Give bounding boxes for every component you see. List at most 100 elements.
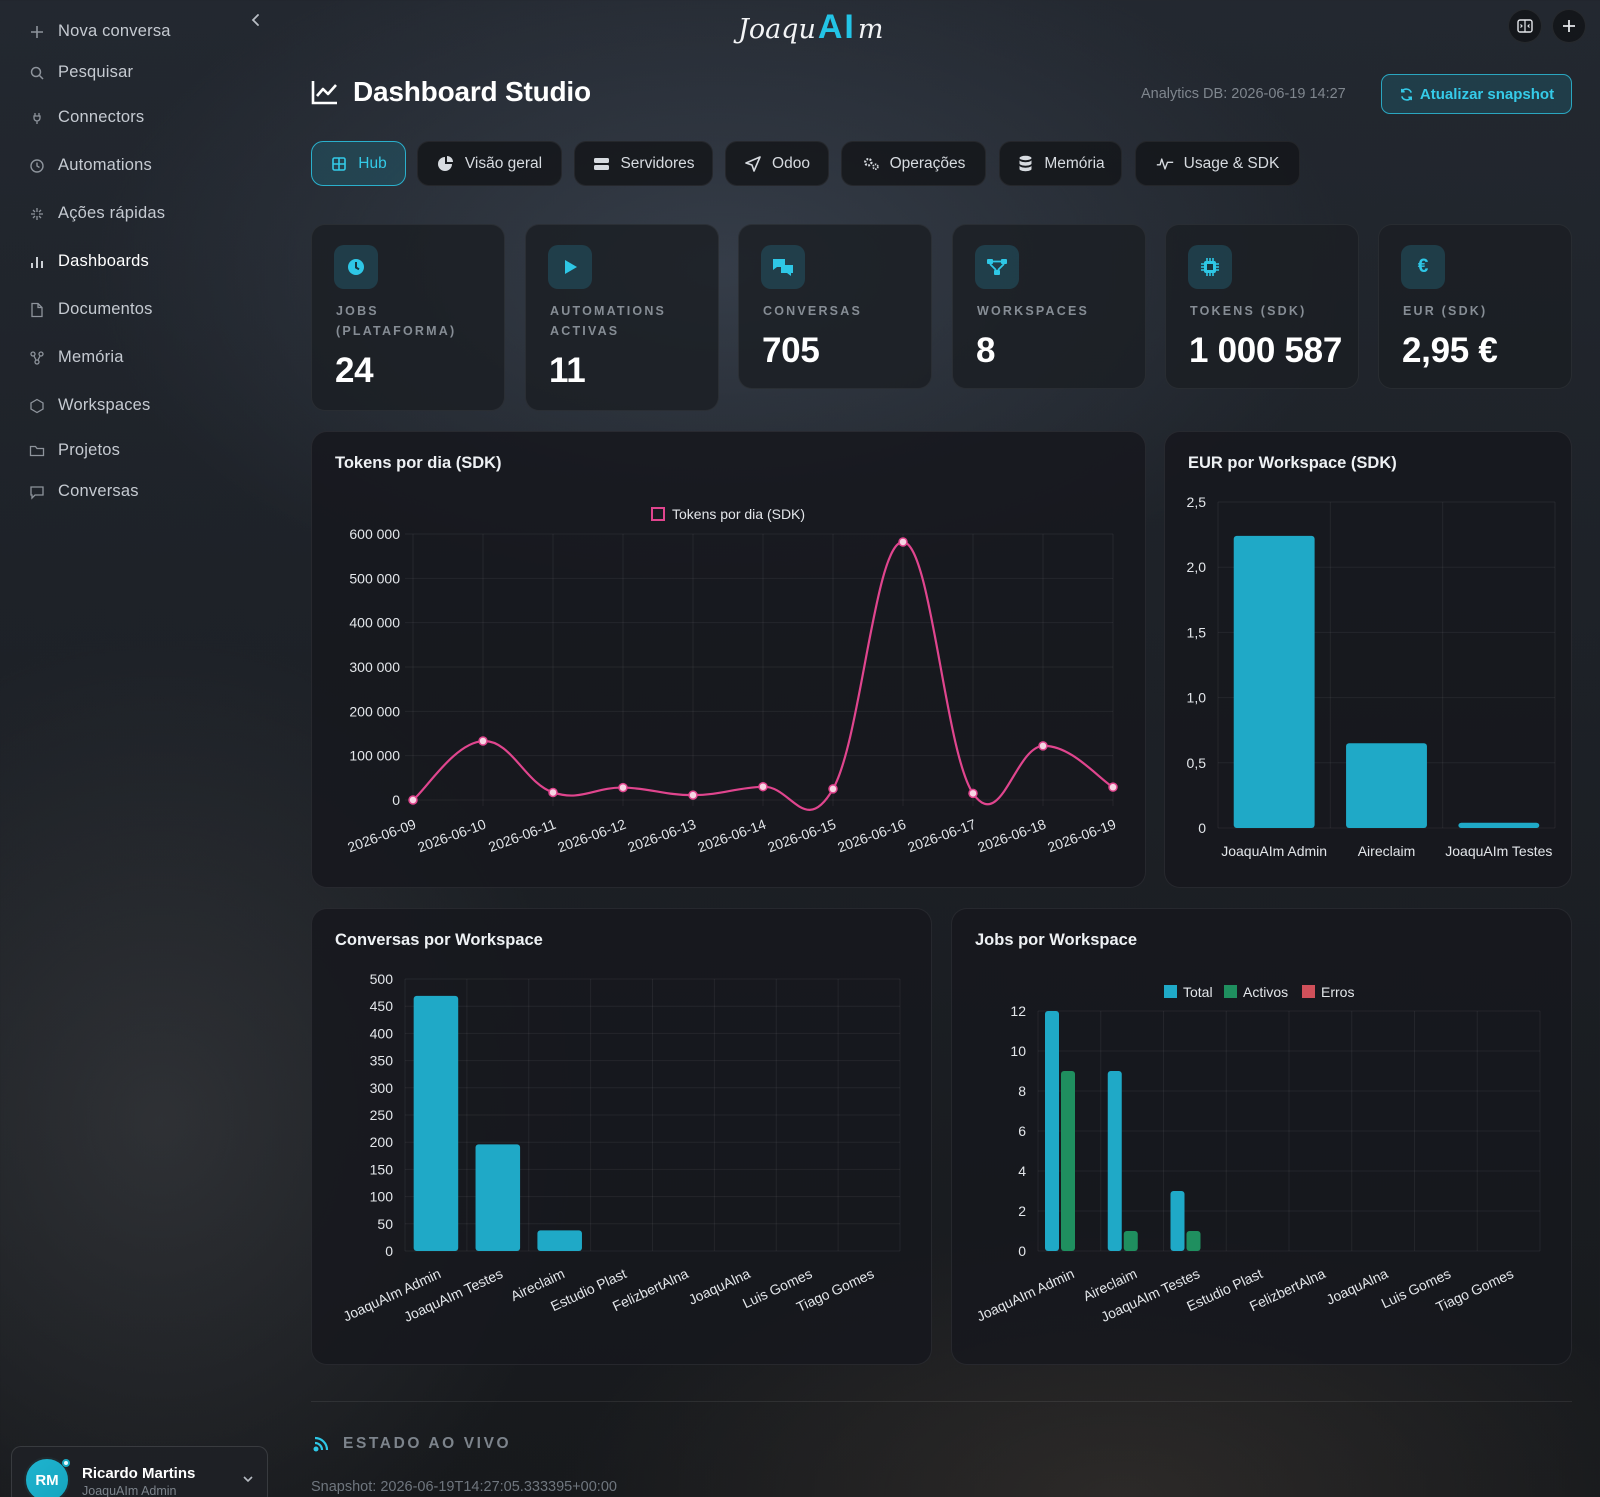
sidebar-item-automations[interactable]: Automations xyxy=(28,156,152,175)
sidebar-item-conversas[interactable]: Conversas xyxy=(28,482,139,501)
tab-operacoes[interactable]: Operações xyxy=(841,141,986,186)
sidebar-item-nova-conversa[interactable]: Nova conversa xyxy=(28,22,171,41)
sidebar-item-label: Pesquisar xyxy=(58,63,134,81)
legend-swatch xyxy=(651,507,665,521)
sidebar-item-connectors[interactable]: Connectors xyxy=(28,108,144,127)
sidebar-item-label: Workspaces xyxy=(58,396,151,414)
user-card[interactable]: RM Ricardo Martins JoaquAIm Admin xyxy=(11,1446,268,1497)
hexagon-icon xyxy=(28,397,46,415)
y-tick-label: 0 xyxy=(385,1243,393,1259)
tab-odoo[interactable]: Odoo xyxy=(725,141,829,186)
tab-memoria[interactable]: Memória xyxy=(999,141,1122,186)
x-tick-label: 2026-06-09 xyxy=(345,816,418,856)
chart-panel-conversas: Conversas por Workspace 0 50 100 150 200 250 3… xyxy=(311,908,932,1365)
line-chart-icon xyxy=(311,81,337,105)
plus-icon xyxy=(28,23,46,41)
x-tick-label: Aireclaim xyxy=(1358,843,1416,859)
user-name: Ricardo Martins xyxy=(82,1465,196,1482)
server-icon xyxy=(592,155,610,173)
refresh-icon xyxy=(1400,87,1412,101)
x-tick-label: JoaquAIm Admin xyxy=(974,1265,1077,1324)
y-tick-label: 500 xyxy=(370,971,394,987)
brand-part-1: Joaqu xyxy=(738,14,816,45)
y-tick-label: 250 xyxy=(370,1107,394,1123)
tab-usage-sdk[interactable]: Usage & SDK xyxy=(1135,141,1300,186)
tab-label: Memória xyxy=(1044,154,1105,172)
sidebar: Nova conversa Pesquisar Connectors Autom… xyxy=(0,0,272,1497)
sidebar-item-documentos[interactable]: Documentos xyxy=(28,300,153,319)
avatar: RM xyxy=(24,1457,70,1497)
chip-icon xyxy=(1188,245,1232,289)
kpi-value: 2,95 € xyxy=(1402,331,1498,370)
sidebar-item-label: Memória xyxy=(58,348,124,366)
sidebar-item-workspaces[interactable]: Workspaces xyxy=(28,396,150,415)
y-tick-label: 1,0 xyxy=(1187,690,1207,706)
bar xyxy=(537,1230,582,1251)
kpi-label: AUTOMATIONS ACTIVAS xyxy=(550,304,667,338)
layout-toggle-button[interactable] xyxy=(1508,9,1542,43)
brand-logo: Joaqu AI m xyxy=(738,8,883,52)
x-tick-label: 2026-06-19 xyxy=(1045,816,1118,856)
tab-visao-geral[interactable]: Visão geral xyxy=(417,141,562,186)
folder-icon xyxy=(28,442,46,460)
chart-panel-jobs: Jobs por Workspace 0 2 4 6 8 10 12 Total Activos… xyxy=(951,908,1572,1365)
legend-label: Total xyxy=(1183,984,1213,1000)
grid-icon xyxy=(330,155,348,173)
data-point xyxy=(478,736,488,746)
y-tick-label: 450 xyxy=(370,998,394,1014)
tab-label: Operações xyxy=(889,154,966,172)
kpi-label: JOBS (PLATAFORMA) xyxy=(336,304,457,338)
chart-title: Jobs por Workspace xyxy=(975,931,1137,949)
tab-servidores[interactable]: Servidores xyxy=(574,141,713,186)
x-tick-label: 2026-06-13 xyxy=(625,816,698,856)
collapse-sidebar-icon[interactable] xyxy=(246,10,266,30)
tab-label: Usage & SDK xyxy=(1183,154,1280,172)
kpi-card-workspaces: WORKSPACES 8 xyxy=(952,224,1146,389)
data-point xyxy=(968,788,978,799)
sidebar-item-label: Automations xyxy=(58,156,152,174)
sidebar-item-label: Dashboards xyxy=(58,252,149,270)
y-tick-label: 500 000 xyxy=(349,570,400,586)
page-title: Dashboard Studio xyxy=(311,76,591,108)
y-tick-label: 8 xyxy=(1018,1083,1026,1099)
legend-swatch xyxy=(1164,985,1177,998)
bar xyxy=(413,995,459,1251)
bar-chart-icon xyxy=(28,253,46,271)
network-icon xyxy=(975,245,1019,289)
kpi-card-tokens: TOKENS (SDK) 1 000 587 xyxy=(1165,224,1359,389)
y-tick-label: 2 xyxy=(1018,1203,1026,1219)
y-tick-label: 100 000 xyxy=(349,748,400,764)
send-icon xyxy=(744,155,762,173)
plug-icon xyxy=(28,109,46,127)
y-tick-label: 0 xyxy=(1018,1243,1026,1259)
chart-title: Tokens por dia (SDK) xyxy=(335,454,502,472)
live-snapshot: Snapshot: 2026-06-19T14:27:05.333395+00:… xyxy=(311,1479,617,1495)
bar xyxy=(1107,1071,1122,1251)
clock-icon xyxy=(28,157,46,175)
sidebar-item-projetos[interactable]: Projetos xyxy=(28,441,120,460)
chevron-down-icon xyxy=(243,1476,253,1483)
y-tick-label: 400 000 xyxy=(349,615,400,631)
data-point xyxy=(688,790,698,800)
y-tick-label: 400 xyxy=(370,1025,394,1041)
bar xyxy=(1061,1071,1075,1251)
sidebar-item-dashboards[interactable]: Dashboards xyxy=(28,252,149,271)
bar xyxy=(1186,1231,1201,1251)
new-button[interactable] xyxy=(1552,9,1586,43)
sidebar-item-label: Connectors xyxy=(58,108,145,126)
sidebar-item-memoria[interactable]: Memória xyxy=(28,348,124,367)
x-tick-label: 2026-06-18 xyxy=(975,816,1048,856)
sidebar-item-acoes-rapidas[interactable]: Ações rápidas xyxy=(28,204,165,223)
sidebar-item-pesquisar[interactable]: Pesquisar xyxy=(28,63,133,82)
kpi-card-automations: AUTOMATIONS ACTIVAS 11 xyxy=(525,224,719,411)
data-point xyxy=(408,795,418,805)
refresh-snapshot-button[interactable]: Atualizar snapshot xyxy=(1381,74,1572,114)
bar xyxy=(1233,535,1315,828)
pulse-icon xyxy=(1156,155,1174,173)
sidebar-item-label: Documentos xyxy=(58,300,153,318)
data-point xyxy=(758,781,768,792)
y-tick-label: 4 xyxy=(1018,1163,1026,1179)
tab-hub[interactable]: Hub xyxy=(311,141,406,186)
y-tick-label: 10 xyxy=(1010,1043,1026,1059)
